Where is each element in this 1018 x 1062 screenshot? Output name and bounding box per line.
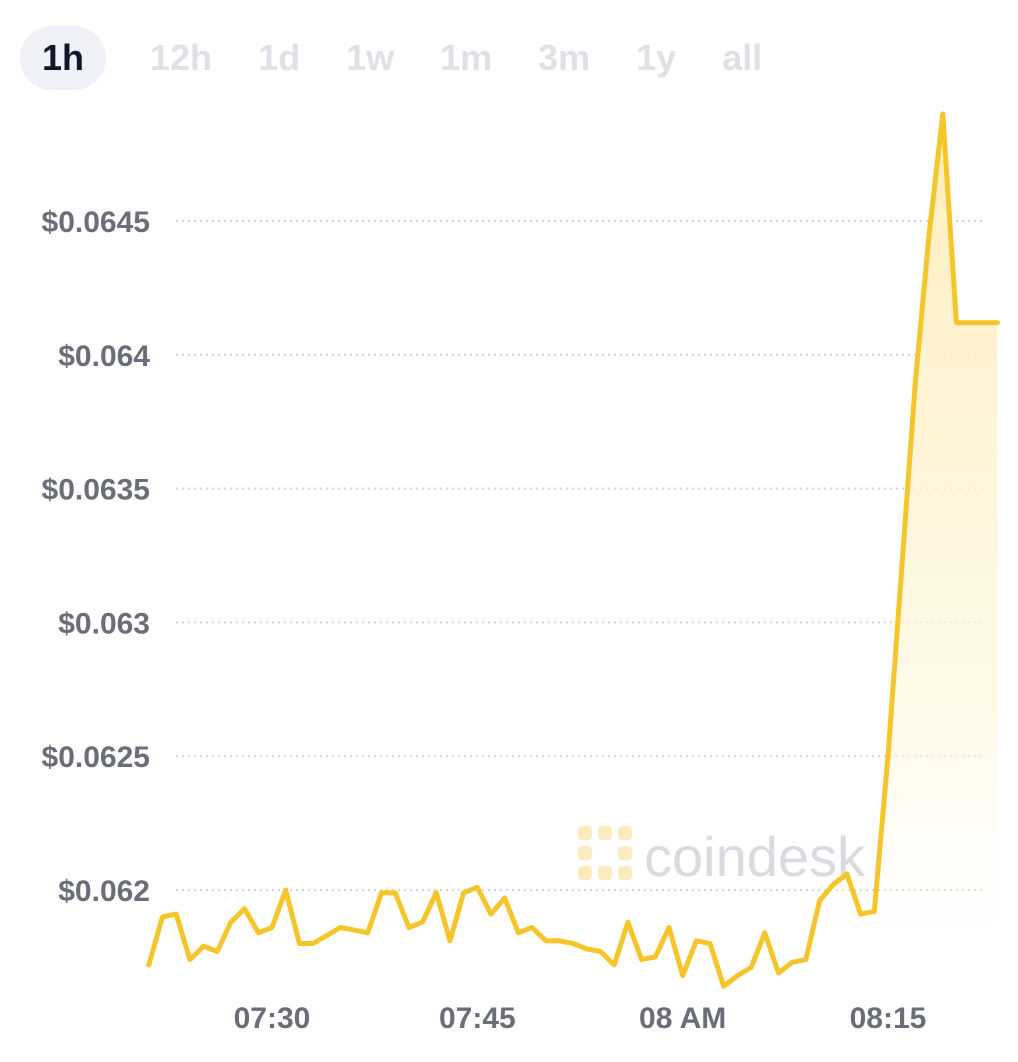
x-tick-label: 08 AM xyxy=(639,1002,726,1035)
y-tick-label: $0.062 xyxy=(58,875,150,908)
coindesk-watermark: coindesk xyxy=(578,825,866,888)
y-axis-labels: $0.0645 $0.064 $0.0635 $0.063 $0.0625 $0.062 xyxy=(42,206,151,908)
y-tick-label: $0.0625 xyxy=(42,741,150,774)
watermark-text: coindesk xyxy=(644,825,866,888)
tab-1h[interactable]: 1h xyxy=(20,26,107,90)
tab-all[interactable]: all xyxy=(722,37,763,78)
tab-3m[interactable]: 3m xyxy=(538,37,591,78)
price-area-fill xyxy=(148,114,998,1000)
tab-1y[interactable]: 1y xyxy=(636,37,677,78)
coindesk-logo-icon xyxy=(578,826,632,880)
y-tick-label: $0.0635 xyxy=(42,474,150,507)
x-axis-labels: 07:30 07:45 08 AM 08:15 xyxy=(234,1002,927,1035)
tab-1d[interactable]: 1d xyxy=(258,37,301,78)
y-tick-label: $0.064 xyxy=(58,340,150,373)
tab-1m[interactable]: 1m xyxy=(440,37,493,78)
tab-1w[interactable]: 1w xyxy=(346,37,395,78)
timeframe-tabs: 1h 12h 1d 1w 1m 3m 1y all xyxy=(20,26,790,90)
x-tick-label: 08:15 xyxy=(850,1002,927,1035)
x-tick-label: 07:30 xyxy=(234,1002,311,1035)
price-line xyxy=(146,111,1000,989)
y-tick-label: $0.0645 xyxy=(42,206,150,239)
x-tick-label: 07:45 xyxy=(439,1002,516,1035)
gridlines xyxy=(176,220,983,891)
tab-12h[interactable]: 12h xyxy=(150,37,213,78)
y-tick-label: $0.063 xyxy=(58,607,150,640)
